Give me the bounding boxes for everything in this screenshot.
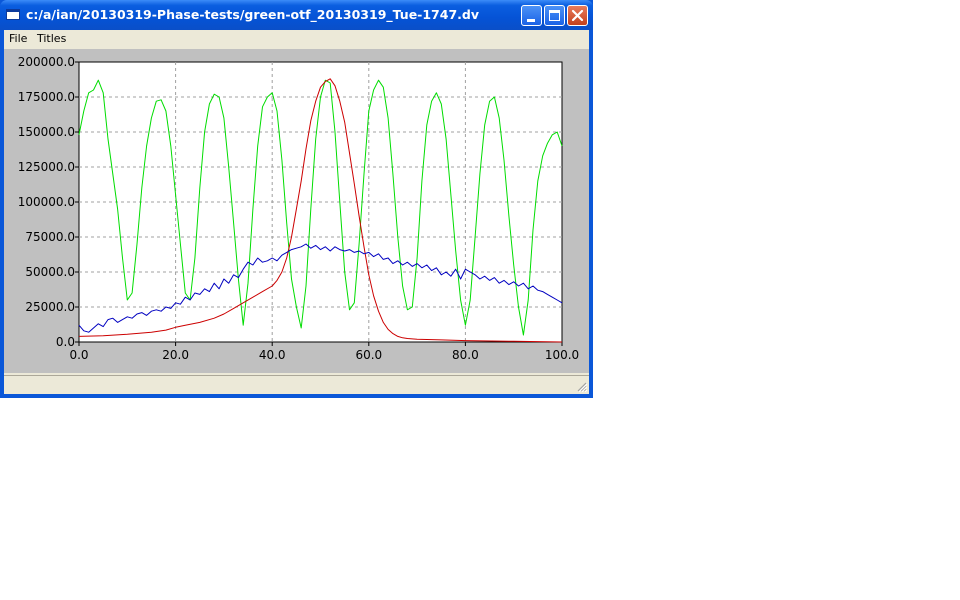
close-icon — [571, 9, 584, 22]
y-tick-label: 0.0 — [56, 335, 75, 349]
blue-series-line — [78, 243, 563, 333]
status-bar — [4, 375, 589, 394]
y-tick-label: 50000.0 — [25, 265, 75, 279]
menu-file[interactable]: File — [9, 32, 28, 45]
menu-titles[interactable]: Titles — [37, 32, 67, 45]
window-icon[interactable] — [6, 9, 20, 20]
y-tick-label: 200000.0 — [18, 55, 75, 69]
minimize-icon — [527, 19, 535, 22]
x-tick-label: 0.0 — [69, 348, 88, 362]
plot-panel[interactable]: 0.0 20.0 40.0 60.0 80.0 100.0 0.0 25000.0 50000.… — [4, 49, 589, 373]
title-bar[interactable]: c:/a/ian/20130319-Phase-tests/green-otf_… — [0, 0, 593, 30]
menu-bar: File Titles — [4, 30, 589, 48]
y-tick-label: 125000.0 — [18, 160, 75, 174]
x-tick-label: 60.0 — [355, 348, 382, 362]
x-tick-label: 80.0 — [452, 348, 479, 362]
y-tick-label: 100000.0 — [18, 195, 75, 209]
y-tick-label: 25000.0 — [25, 300, 75, 314]
window-title: c:/a/ian/20130319-Phase-tests/green-otf_… — [26, 7, 479, 22]
red-series-line — [78, 78, 563, 343]
maximize-icon — [549, 10, 560, 21]
x-tick-label: 40.0 — [259, 348, 286, 362]
y-tick-label: 150000.0 — [18, 125, 75, 139]
y-tick-label: 175000.0 — [18, 90, 75, 104]
x-tick-label: 20.0 — [162, 348, 189, 362]
client-area: File Titles 0.0 20.0 40.0 60.0 80.0 100.0 0.0 2… — [4, 30, 589, 394]
line-chart[interactable]: 0.0 20.0 40.0 60.0 80.0 100.0 0.0 25000.0 50000.… — [4, 49, 589, 373]
close-button[interactable] — [567, 5, 588, 26]
maximize-button[interactable] — [544, 5, 565, 26]
y-tick-label: 75000.0 — [25, 230, 75, 244]
x-tick-label: 100.0 — [545, 348, 579, 362]
resize-grip-icon[interactable] — [575, 380, 587, 392]
application-window: c:/a/ian/20130319-Phase-tests/green-otf_… — [0, 0, 593, 398]
green-series-line — [78, 79, 563, 336]
minimize-button[interactable] — [521, 5, 542, 26]
